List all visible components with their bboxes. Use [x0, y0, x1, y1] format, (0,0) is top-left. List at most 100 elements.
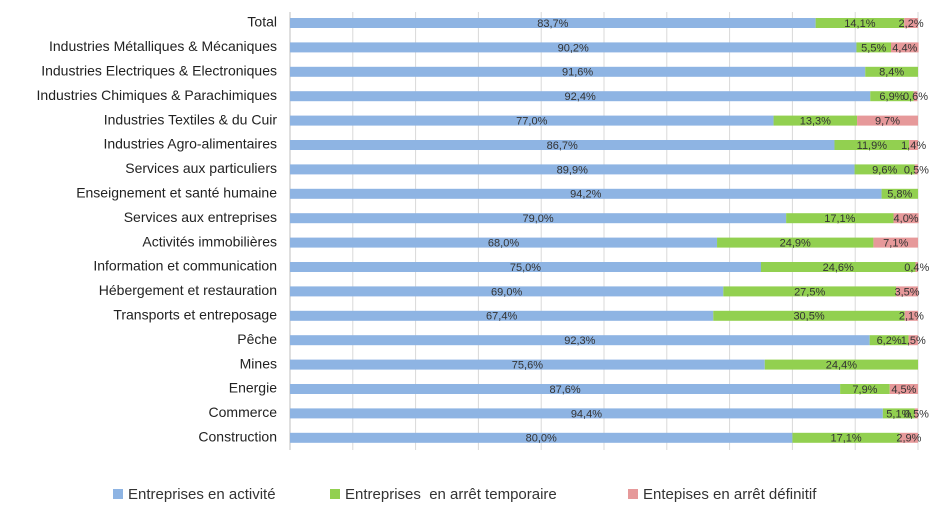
- bar-segment: [290, 115, 774, 126]
- legend-label: Entepises en arrêt définitif: [643, 486, 817, 503]
- bar-segment: [290, 432, 793, 443]
- value-label: 69,0%: [491, 286, 522, 298]
- category-label: Hébergement et restauration: [99, 282, 277, 298]
- value-label: 24,9%: [780, 238, 811, 250]
- bar-segment: [890, 42, 919, 53]
- bar-segment: [896, 286, 918, 297]
- bar-segment: [290, 188, 882, 199]
- value-label: 1,5%: [901, 335, 926, 347]
- value-label: 5,8%: [887, 189, 912, 201]
- value-label: 4,4%: [892, 42, 917, 54]
- bar-segment: [915, 262, 918, 272]
- category-label: Industries Electriques & Electroniques: [41, 63, 277, 79]
- value-label: 17,1%: [824, 213, 855, 225]
- category-label: Industries Chimiques & Parachimiques: [37, 87, 277, 103]
- bar-segment: [854, 164, 915, 175]
- category-label: Services aux particuliers: [125, 160, 277, 176]
- value-label: 11,9%: [857, 140, 888, 152]
- value-label: 0,4%: [904, 262, 929, 274]
- bar-segment: [914, 164, 918, 175]
- value-label: 90,2%: [558, 42, 589, 54]
- bar-segment: [904, 18, 918, 28]
- bar-segment: [290, 384, 841, 394]
- bar-segment: [881, 188, 918, 199]
- bar-segment: [717, 237, 874, 248]
- value-label: 5,1%: [886, 408, 911, 420]
- value-label: 86,7%: [547, 140, 578, 152]
- bar-segment: [290, 237, 718, 248]
- bar-segment: [893, 213, 919, 224]
- value-label: 89,9%: [557, 164, 588, 176]
- value-label: 80,0%: [526, 433, 557, 445]
- value-label: 77,0%: [516, 116, 547, 128]
- value-label: 67,4%: [486, 311, 517, 323]
- category-label: Total: [247, 14, 277, 30]
- legend-label: Entreprises en arrêt temporaire: [345, 486, 557, 503]
- value-label: 30,5%: [793, 311, 824, 323]
- bar-segment: [792, 432, 900, 443]
- category-label: Industries Agro-alimentaires: [103, 136, 277, 152]
- bar-segment: [761, 262, 916, 272]
- bar-segment: [290, 91, 871, 102]
- bar-segment: [914, 408, 918, 419]
- category-label: Transports et entreposage: [113, 307, 277, 323]
- category-label: Industries Textiles & du Cuir: [104, 111, 278, 127]
- category-label: Services aux entreprises: [124, 209, 277, 225]
- legend-swatch: [628, 489, 638, 499]
- value-label: 7,9%: [852, 384, 877, 396]
- value-label: 92,4%: [565, 91, 596, 103]
- value-label: 3,5%: [894, 286, 919, 298]
- bar-segment: [889, 384, 918, 394]
- value-label: 0,5%: [904, 408, 929, 420]
- bar-segment: [290, 408, 883, 419]
- value-label: 2,9%: [896, 433, 921, 445]
- value-label: 91,6%: [562, 67, 593, 79]
- bar-segment: [290, 18, 816, 28]
- bar-segment: [834, 140, 910, 150]
- value-label: 14,1%: [844, 18, 875, 30]
- bar-segment: [870, 91, 914, 102]
- value-label: 7,1%: [883, 238, 908, 250]
- value-label: 17,1%: [830, 433, 861, 445]
- value-label: 6,9%: [879, 91, 904, 103]
- value-label: 9,6%: [872, 164, 897, 176]
- bar-segment: [856, 42, 891, 53]
- bar-segment: [904, 310, 918, 321]
- bar-segment: [290, 42, 857, 53]
- bar-segment: [869, 335, 909, 346]
- category-label: Information et communication: [93, 258, 277, 274]
- value-label: 79,0%: [522, 213, 553, 225]
- value-label: 94,2%: [570, 189, 601, 201]
- bar-segment: [290, 164, 855, 175]
- value-label: 92,3%: [564, 335, 595, 347]
- value-label: 68,0%: [488, 238, 519, 250]
- category-label: Construction: [198, 429, 277, 445]
- bar-segment: [840, 384, 890, 394]
- value-label: 24,6%: [823, 262, 854, 274]
- bar-segment: [764, 359, 918, 370]
- bar-segment: [908, 335, 918, 346]
- bar-segment: [909, 140, 918, 150]
- category-label: Activités immobilières: [142, 233, 277, 249]
- bar-segment: [913, 91, 918, 102]
- category-label: Mines: [240, 355, 277, 371]
- value-label: 94,4%: [571, 408, 602, 420]
- bar-segment: [713, 310, 905, 321]
- value-label: 9,7%: [875, 116, 900, 128]
- value-label: 2,1%: [899, 311, 924, 323]
- bar-segment: [786, 213, 894, 224]
- value-label: 24,4%: [826, 360, 857, 372]
- bar-segment: [290, 335, 870, 346]
- value-label: 27,5%: [794, 286, 825, 298]
- bar-segment: [290, 262, 761, 272]
- value-label: 83,7%: [537, 18, 568, 30]
- value-label: 0,6%: [903, 91, 928, 103]
- bar-segment: [873, 237, 918, 248]
- value-label: 75,0%: [510, 262, 541, 274]
- value-label: 6,2%: [877, 335, 902, 347]
- bar-segment: [290, 140, 835, 150]
- bar-segment: [882, 408, 915, 419]
- bar-segment: [290, 359, 765, 370]
- value-label: 87,6%: [549, 384, 580, 396]
